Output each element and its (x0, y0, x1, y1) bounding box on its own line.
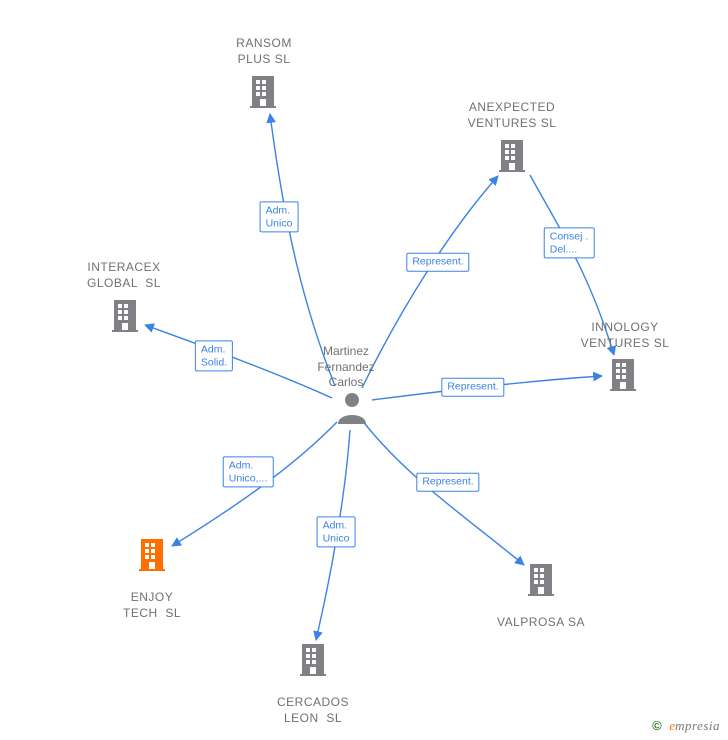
edge-label-center-enjoy: Adm. Unico,... (223, 456, 274, 487)
brand-rest: mpresia (675, 718, 720, 733)
node-label-cercados: CERCADOS LEON SL (243, 695, 383, 726)
copyright-symbol: © (652, 718, 662, 733)
edge-label-center-anexpected: Represent. (406, 253, 469, 272)
node-label-interacex: INTERACEX GLOBAL SL (54, 260, 194, 291)
edge-label-center-interacex: Adm. Solid. (195, 340, 233, 371)
edge-label-center-innology: Represent. (441, 378, 504, 397)
building-icon-cercados[interactable] (300, 644, 326, 676)
edge-label-anexpected-innology: Consej . Del.... (544, 227, 595, 258)
building-icon-ransom[interactable] (250, 76, 276, 108)
person-label: Martinez Fernandez Carlos (296, 344, 396, 391)
diagram-canvas: { "canvas": { "width": 728, "height": 74… (0, 0, 728, 740)
node-interacex[interactable]: INTERACEX GLOBAL SL (54, 260, 194, 291)
node-label-valprosa: VALPROSA SA (471, 615, 611, 631)
node-enjoy[interactable]: ENJOY TECH SL (82, 590, 222, 621)
edge-label-center-valprosa: Represent. (416, 473, 479, 492)
footer: © empresia (652, 718, 720, 734)
node-cercados[interactable]: CERCADOS LEON SL (243, 695, 383, 726)
node-ransom[interactable]: RANSOM PLUS SL (194, 36, 334, 67)
node-label-innology: INNOLOGY VENTURES SL (555, 320, 695, 351)
node-valprosa[interactable]: VALPROSA SA (471, 615, 611, 631)
building-icon-enjoy[interactable] (139, 539, 165, 571)
node-label-enjoy: ENJOY TECH SL (82, 590, 222, 621)
node-label-anexpected: ANEXPECTED VENTURES SL (442, 100, 582, 131)
building-icon-valprosa[interactable] (528, 564, 554, 596)
person-icon[interactable] (338, 393, 366, 424)
edge-label-center-cercados: Adm. Unico (317, 516, 356, 547)
edge-center-valprosa (365, 424, 524, 565)
edge-label-center-ransom: Adm. Unico (260, 201, 299, 232)
building-icon-interacex[interactable] (112, 300, 138, 332)
node-anexpected[interactable]: ANEXPECTED VENTURES SL (442, 100, 582, 131)
building-icon-anexpected[interactable] (499, 140, 525, 172)
node-innology[interactable]: INNOLOGY VENTURES SL (555, 320, 695, 351)
building-icon-innology[interactable] (610, 359, 636, 391)
node-label-ransom: RANSOM PLUS SL (194, 36, 334, 67)
